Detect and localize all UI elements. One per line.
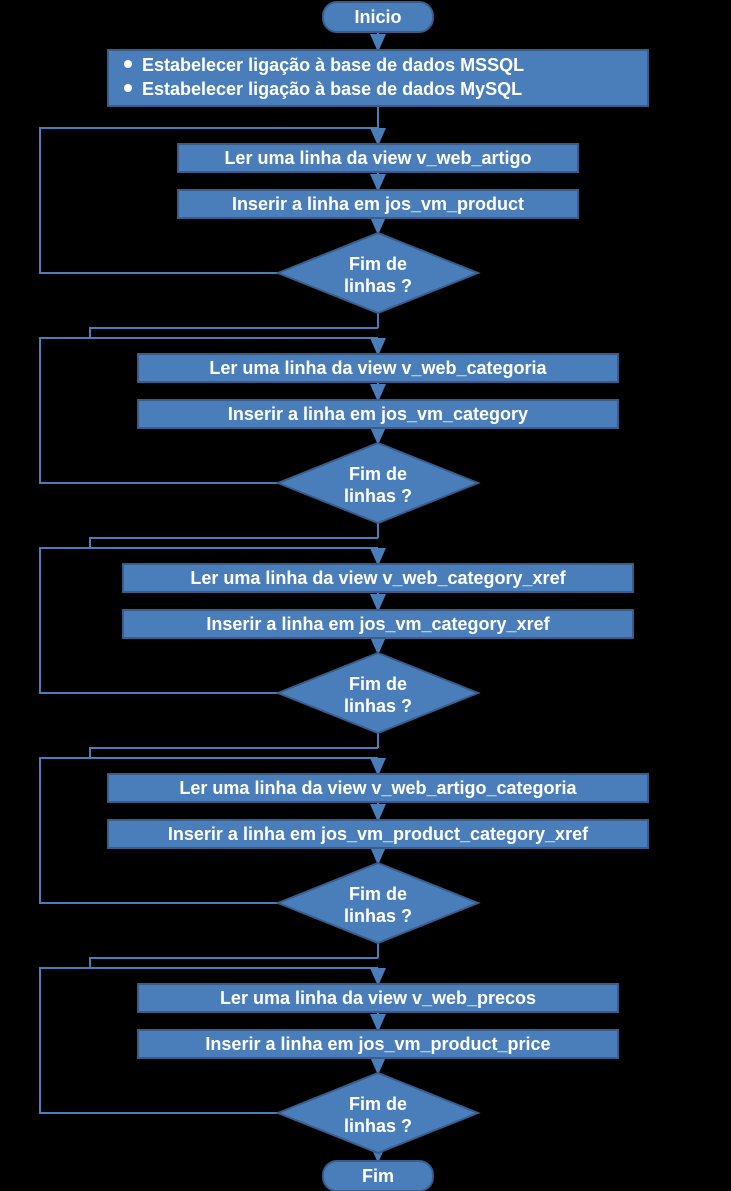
svg-text:Inserir a linha em jos_vm_cate: Inserir a linha em jos_vm_category_xref xyxy=(206,614,550,634)
svg-text:Estabelecer ligação à base de: Estabelecer ligação à base de dados MSSQ… xyxy=(142,55,524,75)
svg-text:Fim de: Fim de xyxy=(349,884,407,904)
flowchart-canvas: Inicio Estabelecer ligação à base de dado… xyxy=(0,0,731,1191)
svg-text:Fim de: Fim de xyxy=(349,1094,407,1114)
svg-text:Inserir a linha em jos_vm_prod: Inserir a linha em jos_vm_product xyxy=(232,194,524,214)
node-ins5: Inserir a linha em jos_vm_product_price xyxy=(138,1030,618,1058)
node-dec1: Fim delinhas ? xyxy=(278,233,478,313)
svg-text:Ler uma linha da view v_web_ar: Ler uma linha da view v_web_artigo xyxy=(224,148,531,168)
node-dec4: Fim delinhas ? xyxy=(278,863,478,943)
node-read2: Ler uma linha da view v_web_categoria xyxy=(138,354,618,382)
svg-text:Fim de: Fim de xyxy=(349,674,407,694)
svg-text:linhas ?: linhas ? xyxy=(344,486,412,506)
svg-text:Estabelecer ligação à base de: Estabelecer ligação à base de dados MySQ… xyxy=(142,79,522,99)
svg-text:Ler uma linha da view v_web_pr: Ler uma linha da view v_web_precos xyxy=(220,988,536,1008)
node-read4: Ler uma linha da view v_web_artigo_categ… xyxy=(108,774,648,802)
svg-text:Ler uma linha da view v_web_ca: Ler uma linha da view v_web_category_xre… xyxy=(190,568,566,588)
node-read1: Ler uma linha da view v_web_artigo xyxy=(178,144,578,172)
node-end: Fim xyxy=(323,1161,433,1191)
node-dec2: Fim delinhas ? xyxy=(278,443,478,523)
svg-text:linhas ?: linhas ? xyxy=(344,276,412,296)
node-start: Inicio xyxy=(323,2,433,32)
svg-text:linhas ?: linhas ? xyxy=(344,1116,412,1136)
svg-text:Inicio: Inicio xyxy=(354,7,401,27)
svg-text:Ler uma linha da view v_web_ca: Ler uma linha da view v_web_categoria xyxy=(209,358,547,378)
svg-text:Ler uma linha da view v_web_ar: Ler uma linha da view v_web_artigo_categ… xyxy=(179,778,577,798)
svg-text:Inserir a linha em jos_vm_cate: Inserir a linha em jos_vm_category xyxy=(228,404,528,424)
svg-text:linhas ?: linhas ? xyxy=(344,696,412,716)
node-setup: Estabelecer ligação à base de dados MSSQ… xyxy=(108,50,648,106)
svg-text:Fim: Fim xyxy=(362,1166,394,1186)
svg-text:Fim de: Fim de xyxy=(349,254,407,274)
node-ins1: Inserir a linha em jos_vm_product xyxy=(178,190,578,218)
node-ins3: Inserir a linha em jos_vm_category_xref xyxy=(123,610,633,638)
node-read5: Ler uma linha da view v_web_precos xyxy=(138,984,618,1012)
svg-text:linhas ?: linhas ? xyxy=(344,906,412,926)
node-dec3: Fim delinhas ? xyxy=(278,653,478,733)
node-read3: Ler uma linha da view v_web_category_xre… xyxy=(123,564,633,592)
svg-text:Fim de: Fim de xyxy=(349,464,407,484)
svg-text:Inserir a linha em jos_vm_prod: Inserir a linha em jos_vm_product_price xyxy=(205,1034,550,1054)
node-ins2: Inserir a linha em jos_vm_category xyxy=(138,400,618,428)
node-dec5: Fim delinhas ? xyxy=(278,1073,478,1153)
svg-text:Inserir a linha em jos_vm_prod: Inserir a linha em jos_vm_product_catego… xyxy=(168,824,589,844)
node-ins4: Inserir a linha em jos_vm_product_catego… xyxy=(108,820,648,848)
